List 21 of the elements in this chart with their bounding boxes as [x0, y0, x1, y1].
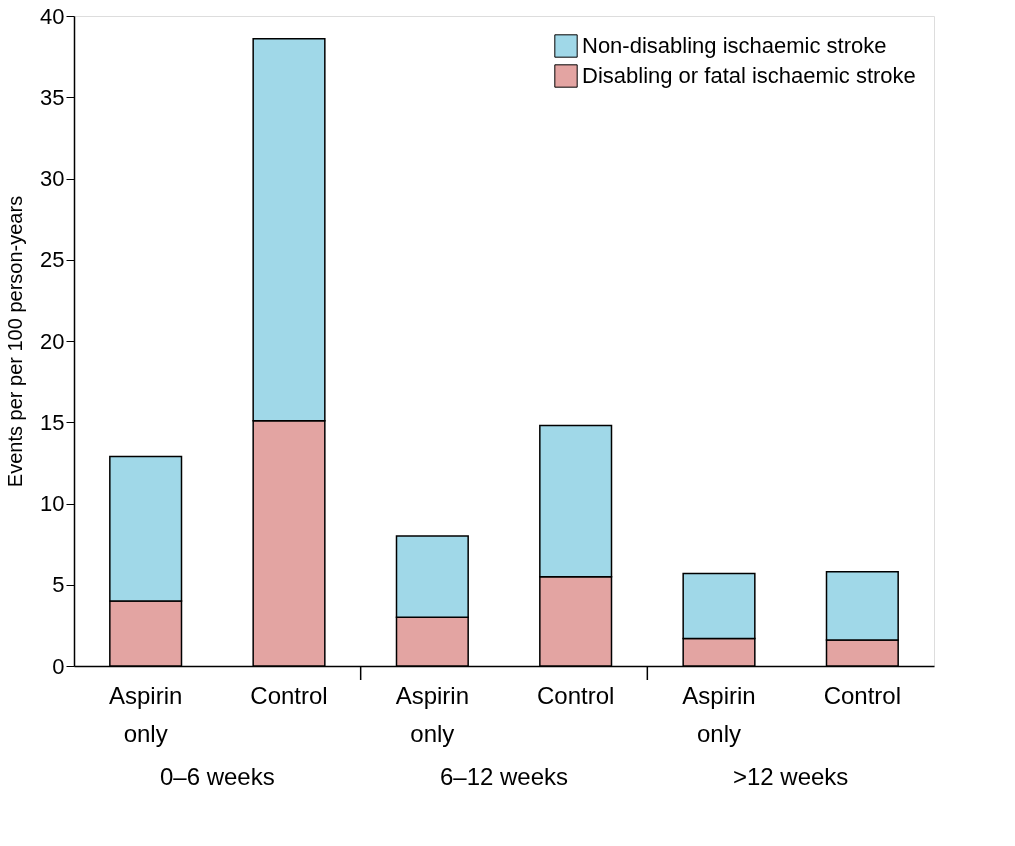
y-tick-label: 15 [40, 409, 65, 435]
y-axis-title: Events per per 100 person-years [4, 195, 27, 488]
y-tick-label: 35 [40, 84, 65, 110]
x-tick-label: Control [823, 681, 902, 709]
y-tick-label: 10 [40, 491, 65, 516]
legend-label: Non-disabling ischaemic stroke [582, 33, 887, 58]
text: >12 weeks [732, 763, 849, 790]
y-tick-label: 40 [40, 3, 65, 29]
y-tick-label: 25 [40, 247, 65, 273]
x-tick-label: Aspirin only [108, 681, 183, 747]
legend-label: Disabling or fatal ischaemic stroke [582, 63, 916, 88]
y-tick-label: 5 [52, 572, 65, 598]
y-tick-label: 30 [40, 166, 65, 191]
x-tick-label: Control [250, 681, 328, 709]
y-tick-label: 0 [52, 653, 65, 679]
x-tick-label: Aspirin only [395, 681, 470, 747]
text: 0–6 weeks [159, 763, 275, 790]
x-tick-label: Control [536, 681, 615, 709]
y-tick-label: 20 [40, 328, 65, 354]
text: 6–12 weeks [439, 763, 569, 790]
x-tick-label: Aspirin only [682, 681, 756, 747]
